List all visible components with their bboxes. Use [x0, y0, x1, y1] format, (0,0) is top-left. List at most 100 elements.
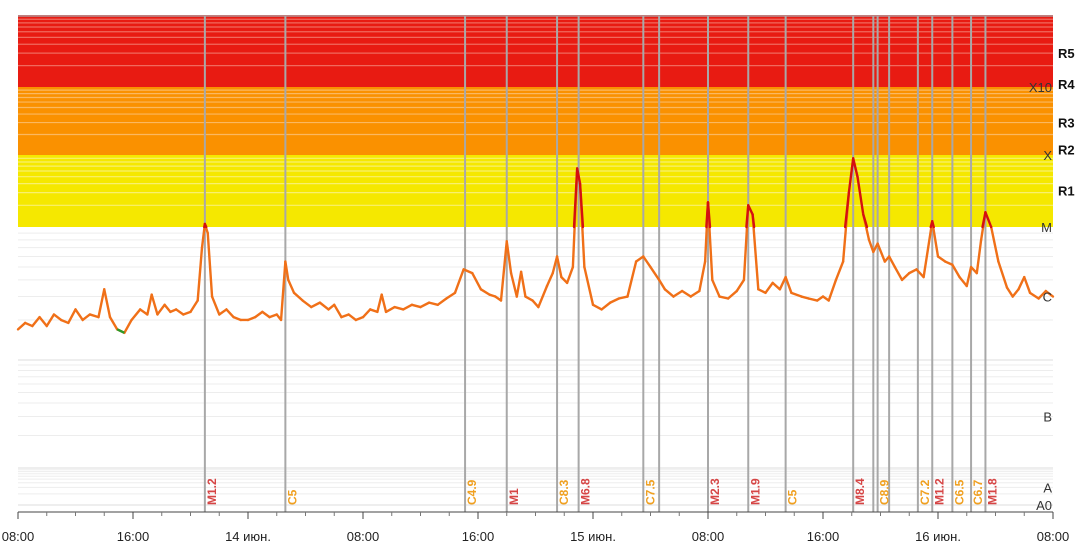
series-segment	[327, 303, 336, 311]
series-segment	[565, 265, 575, 285]
series-segment	[376, 293, 383, 314]
x-tick-label: 08:00	[347, 529, 380, 544]
series-segment	[851, 157, 859, 178]
series-segment	[253, 310, 264, 319]
series-segment	[156, 303, 166, 316]
flare-label: M2.3	[708, 478, 722, 505]
flare-label: M1.2	[205, 478, 219, 505]
series-segment	[361, 308, 372, 319]
series-segment	[936, 255, 947, 263]
series-segment	[419, 301, 431, 309]
band-2	[18, 16, 1053, 87]
series-segment	[583, 265, 595, 307]
series-segment	[856, 175, 865, 216]
series-segment	[123, 318, 133, 335]
series-segment	[784, 275, 793, 295]
series-segment-high	[203, 222, 208, 229]
series-segment	[333, 303, 343, 319]
flare-label: M8.4	[853, 478, 867, 505]
flare-label: M1.9	[748, 478, 762, 505]
series-segment	[81, 313, 92, 322]
x-tick-label: 08:00	[692, 529, 725, 544]
series-segment	[138, 308, 149, 316]
series-segment	[997, 260, 1009, 289]
series-segment-high	[745, 204, 750, 229]
x-tick-label: 15 июн.	[570, 529, 616, 544]
series-segment	[551, 255, 559, 275]
band-0	[18, 155, 1053, 227]
series-segment	[16, 321, 27, 331]
flare-label: C7.5	[643, 479, 657, 505]
class-label-m: M	[1041, 220, 1052, 235]
series-segment	[103, 288, 112, 319]
radio-label-r4: R4	[1058, 77, 1075, 92]
flare-label: C4.9	[465, 479, 479, 505]
flare-label: C6.5	[952, 479, 966, 505]
x-tick-label: 16 июн.	[915, 529, 961, 544]
series-segment	[52, 313, 63, 322]
series-segment	[663, 288, 675, 298]
grid-lines	[18, 15, 1053, 506]
flare-label: C5	[786, 489, 800, 505]
series-segment	[182, 310, 192, 316]
series-segment	[505, 240, 513, 275]
series-segment	[609, 297, 621, 304]
series-segment	[893, 265, 904, 282]
series-segment	[642, 255, 652, 269]
series-segment	[410, 303, 422, 309]
series-segment	[146, 293, 153, 316]
class-label-b: B	[1043, 409, 1052, 424]
series-segment	[67, 308, 77, 325]
series-segment	[318, 301, 330, 311]
flare-label: M6.8	[579, 478, 593, 505]
series-segment	[196, 246, 204, 302]
series-segment	[354, 315, 365, 322]
series-segment	[626, 260, 638, 298]
series-segment	[174, 308, 185, 316]
series-segment	[689, 289, 701, 298]
series-segment	[445, 291, 457, 300]
series-segment	[757, 288, 767, 295]
series-segment	[834, 260, 845, 282]
series-segment	[427, 301, 439, 307]
series-segment	[555, 255, 563, 279]
series-segment	[711, 278, 721, 298]
flux-series	[16, 157, 1055, 335]
series-segment	[384, 305, 396, 314]
series-segment	[771, 281, 782, 291]
series-segment	[130, 308, 142, 322]
series-segment	[908, 268, 918, 275]
series-segment	[206, 231, 214, 298]
series-segment	[951, 263, 961, 279]
series-segment	[393, 305, 405, 311]
series-segment-low	[116, 328, 125, 334]
series-segment	[735, 278, 746, 293]
series-segment	[301, 299, 313, 309]
x-axis: 08:00 16:00 14 июн. 08:00 16:00 15 июн. 08:00 1…	[2, 511, 1069, 544]
series-segment	[847, 157, 855, 194]
flare-label: C6.7	[971, 479, 985, 505]
flare-label: M1.2	[932, 478, 946, 505]
series-segment	[287, 278, 296, 295]
series-segment	[984, 211, 993, 229]
band-1	[18, 87, 1053, 155]
flare-label: M1.8	[985, 478, 999, 505]
series-segment	[509, 271, 519, 298]
series-segment	[462, 268, 474, 275]
series-segment	[634, 255, 645, 263]
series-segment-high	[981, 211, 987, 229]
x-tick-label: 14 июн.	[225, 529, 271, 544]
series-segment	[210, 295, 221, 316]
flare-markers: M1.2 C5 C4.9 M1 C8.3 M6.8 C7.5 M2.3 M1.9 C5 M8.4 C8…	[203, 16, 999, 512]
series-segment	[163, 303, 172, 314]
series-segment	[800, 295, 810, 300]
series-segment	[698, 260, 707, 293]
series-segment-high	[572, 167, 579, 229]
series-segment	[402, 303, 414, 311]
series-segment	[915, 268, 925, 279]
series-segment	[436, 297, 448, 307]
series-segment	[680, 289, 692, 298]
flare-label: C7.2	[918, 479, 932, 505]
series-segment	[778, 275, 787, 291]
